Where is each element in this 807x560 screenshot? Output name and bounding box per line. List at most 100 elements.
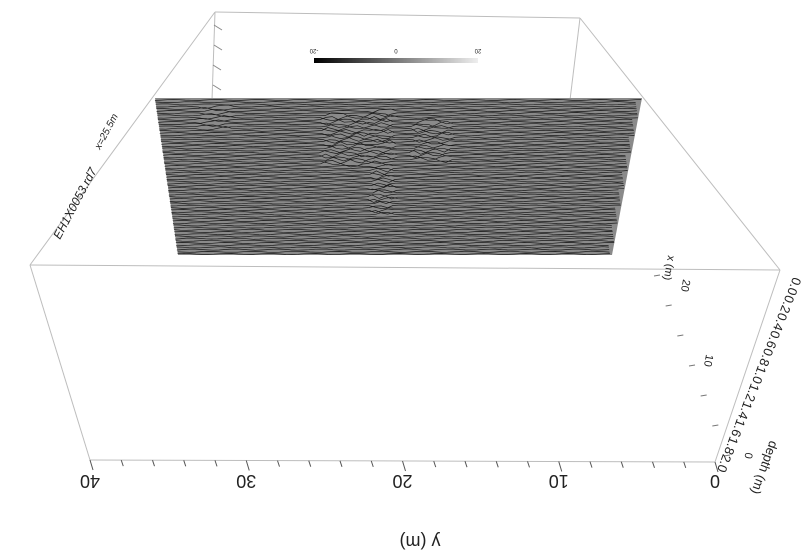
- y-tick: [308, 460, 312, 467]
- radargram-trace: [162, 146, 631, 155]
- y-tick: [89, 459, 94, 471]
- rear-axis-ticks: [212, 24, 223, 91]
- y-tick: [402, 460, 406, 472]
- x-tick: [665, 304, 672, 307]
- y-tick: [339, 460, 343, 467]
- radargram-trace: [163, 158, 627, 165]
- depth-tick-label: 0.2: [777, 293, 797, 315]
- y-tick: [370, 460, 374, 468]
- y-tick: [495, 461, 499, 468]
- radargram-slice: [154, 98, 642, 256]
- y-tick-label: 10: [549, 471, 569, 491]
- y-tick-label: 20: [392, 471, 412, 491]
- radargram-trace: [177, 250, 610, 253]
- radargram-trace: [173, 224, 612, 227]
- depth-tick-label: 1.6: [728, 417, 748, 439]
- rear-tick: [213, 24, 223, 31]
- y-tick-label: 40: [80, 471, 100, 491]
- rear-tick: [212, 84, 222, 91]
- radargram-trace: [166, 178, 623, 183]
- y-tick: [433, 460, 437, 468]
- radargram-trace: [175, 239, 614, 242]
- y-axis: 0 10 20 30 40: [80, 459, 720, 491]
- colorbar-gradient: [314, 58, 478, 63]
- depth-tick-label: 1.2: [742, 382, 762, 404]
- radargram-trace: [159, 125, 634, 133]
- radargram-trace: [168, 189, 619, 194]
- x-tick: [688, 364, 696, 367]
- radargram-trace: [164, 164, 627, 168]
- rear-left-vertical: [211, 11, 216, 101]
- radargram-trace: [166, 177, 624, 183]
- radargram-trace: [159, 127, 634, 135]
- x-tick: [653, 274, 661, 277]
- radargram-trace: [171, 208, 616, 214]
- radargram-trace: [169, 198, 621, 204]
- radargram-trace: [172, 219, 618, 223]
- radargram-trace: [170, 205, 616, 209]
- radargram-trace: [164, 167, 628, 173]
- radargram-trace: [173, 226, 613, 229]
- radargram-trace: [170, 204, 621, 209]
- radargram-trace: [171, 211, 617, 216]
- radargram-trace: [169, 193, 620, 200]
- x-axis: 0 10 20: [653, 274, 755, 460]
- colorbar-tick-label: -20: [309, 47, 318, 53]
- radargram-trace: [156, 108, 637, 113]
- radargram-trace: [163, 155, 627, 164]
- depth-tick-label: 0.6: [763, 329, 783, 351]
- top-left-rear-edge: [29, 11, 216, 266]
- radargram-trace: [165, 167, 628, 172]
- y-tick: [120, 459, 124, 467]
- depth-tick-label: 2.0: [714, 452, 734, 474]
- rear-tick: [212, 64, 222, 71]
- y-tick: [558, 461, 563, 472]
- y-tick: [277, 460, 280, 467]
- radargram-trace: [165, 171, 622, 176]
- radargram-trace: [170, 201, 621, 205]
- radargram-trace: [158, 120, 633, 128]
- radargram-trace: [168, 188, 619, 194]
- radargram-trace: [174, 235, 614, 238]
- y-tick-label: 30: [236, 471, 256, 491]
- x-tick: [723, 454, 731, 457]
- radargram-trace: [172, 217, 617, 220]
- y-tick: [214, 460, 218, 467]
- radargram-trace: [176, 248, 610, 251]
- y-tick: [183, 460, 187, 467]
- depth-tick-label: 0.8: [756, 346, 776, 368]
- radargram-trace: [163, 151, 626, 159]
- radargram-trace: [168, 184, 625, 191]
- x-tick: [712, 424, 719, 427]
- y-tick-label: 0: [710, 471, 720, 491]
- rear-top-edge: [214, 11, 581, 19]
- radargram-trace: [161, 142, 631, 150]
- radargram-trace: [161, 139, 630, 147]
- top-back-edge: [29, 264, 781, 271]
- x-tick-label: 20: [678, 278, 692, 292]
- y-tick: [245, 460, 250, 471]
- radargram-trace: [173, 228, 613, 231]
- depth-tick-label: 1.4: [735, 399, 755, 421]
- radargram-trace: [156, 111, 638, 117]
- depth-tick-label: 0.4: [770, 311, 790, 333]
- top-right-rear-edge: [579, 17, 781, 271]
- x-tick-label: 0: [742, 451, 755, 459]
- radargram-trace: [164, 160, 627, 168]
- radargram-trace: [174, 231, 613, 233]
- radargram-trace: [177, 252, 610, 256]
- radargram-trace: [172, 222, 618, 225]
- right-vertical-edge: [714, 269, 781, 463]
- radargram-trace: [166, 174, 623, 180]
- y-tick: [652, 461, 655, 468]
- radargram-trace: [172, 215, 617, 218]
- radargram-trace: [157, 116, 633, 123]
- y-axis-label: y (m): [400, 532, 441, 552]
- radargram-trace: [169, 196, 620, 203]
- radargram-trace: [155, 103, 636, 106]
- y-tick: [683, 461, 687, 469]
- radargram-trace: [167, 182, 624, 188]
- radargram-trace: [155, 104, 637, 110]
- radargram-trace: [157, 115, 638, 122]
